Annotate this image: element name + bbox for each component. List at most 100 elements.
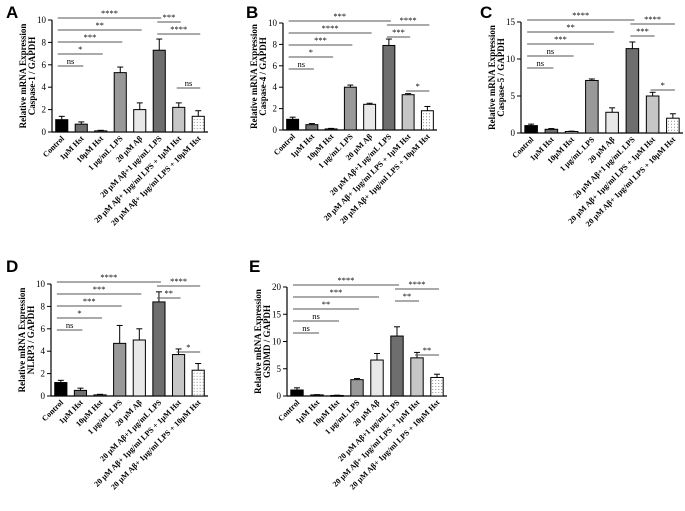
y-tick-label: 6 — [42, 60, 47, 70]
chart-panel-c: C Relative mRNA Expression Caspase-5 / GAP… — [480, 3, 683, 228]
bar — [152, 301, 166, 397]
bar-dot-texture — [199, 127, 201, 129]
y-tick-label: 8 — [42, 37, 47, 47]
significance-label: ns — [297, 59, 305, 69]
bar-dot-texture — [202, 121, 204, 123]
bar-dot-texture — [202, 390, 204, 392]
y-tick-label: 10 — [506, 54, 516, 64]
bar — [54, 382, 68, 397]
bar-dot-texture — [438, 389, 440, 390]
bar-dot-texture — [435, 389, 437, 390]
y-tick-label: 0 — [277, 391, 282, 401]
bar-dot-texture — [193, 384, 195, 386]
bar — [370, 359, 384, 397]
bar-dot-texture — [668, 120, 670, 122]
bar — [93, 394, 107, 397]
bar — [113, 72, 127, 133]
bar — [390, 335, 404, 397]
bar-dot-texture — [202, 378, 204, 380]
bar-dot-texture — [199, 384, 201, 386]
bar-dot-texture — [199, 378, 201, 380]
bar-dot-texture — [202, 387, 204, 389]
bar-dot-texture — [432, 383, 434, 384]
y-tick-label: 6 — [273, 61, 278, 71]
bar-dot-texture — [202, 124, 204, 126]
y-axis-label: Caspase-1 / GAPDH — [27, 37, 37, 116]
bar-dot-texture — [196, 393, 198, 395]
y-tick-label: 10 — [36, 279, 46, 289]
bar — [305, 124, 319, 131]
significance-label: **** — [338, 275, 355, 285]
bar-dot-texture — [199, 121, 201, 123]
bar-dot-texture — [196, 118, 198, 120]
bar — [73, 389, 88, 397]
significance-label: ns — [66, 320, 74, 330]
bar-dot-texture — [677, 120, 679, 122]
significance-label: ns — [67, 56, 75, 66]
bar — [152, 49, 166, 133]
bar-dot-texture — [432, 380, 434, 381]
significance-label: ** — [322, 299, 331, 309]
bar-dot-texture — [193, 127, 195, 129]
y-axis-label: GSDMD / GAPDH — [262, 305, 272, 378]
bar — [666, 117, 680, 134]
panel-letter: A — [6, 3, 18, 22]
y-tick-label: 10 — [272, 337, 282, 347]
bar-dot-texture — [193, 387, 195, 389]
significance-label: * — [186, 342, 190, 352]
significance-label: **** — [644, 14, 661, 24]
bar-dot-texture — [193, 381, 195, 383]
y-tick-label: 2 — [273, 104, 278, 114]
bar-dot-texture — [428, 128, 430, 130]
bar-dot-texture — [435, 392, 437, 393]
bar-dot-texture — [196, 124, 198, 126]
y-tick-label: 0 — [273, 125, 278, 135]
significance-label: **** — [170, 24, 187, 34]
significance-label: ** — [165, 288, 174, 298]
bar-dot-texture — [422, 119, 424, 121]
y-tick-label: 2 — [41, 369, 46, 379]
significance-label: **** — [101, 8, 118, 18]
bar-dot-texture — [674, 129, 676, 131]
bar-dot-texture — [193, 378, 195, 380]
y-tick-label: 10 — [37, 15, 47, 25]
bar — [605, 111, 619, 134]
bar-dot-texture — [441, 383, 443, 384]
y-tick-label: 0 — [42, 127, 47, 137]
bar-dot-texture — [441, 392, 443, 393]
bar-dot-texture — [193, 372, 195, 374]
bar — [524, 125, 538, 134]
significance-label: ** — [403, 291, 412, 301]
bar-dot-texture — [425, 113, 427, 115]
bar-dot-texture — [677, 123, 679, 125]
y-tick-label: 2 — [42, 105, 47, 115]
y-tick-label: 20 — [272, 282, 282, 292]
bar — [171, 354, 186, 397]
bar-dot-texture — [441, 389, 443, 390]
y-axis-label: Relative mRNA Expression — [253, 289, 263, 394]
bar — [350, 379, 364, 397]
significance-label: *** — [84, 32, 97, 42]
significance-label: **** — [409, 279, 426, 289]
bar-dot-texture — [432, 392, 434, 393]
bar-dot-texture — [199, 381, 201, 383]
bar-dot-texture — [435, 383, 437, 384]
bar — [113, 342, 127, 397]
bar-dot-texture — [202, 118, 204, 120]
bar-dot-texture — [671, 129, 673, 131]
y-tick-label: 6 — [41, 324, 46, 334]
bar-dot-texture — [199, 390, 201, 392]
significance-label: ns — [185, 78, 193, 88]
bar — [625, 48, 640, 134]
bar-dot-texture — [202, 384, 204, 386]
bar — [401, 94, 415, 131]
bar-dot-texture — [674, 126, 676, 128]
bar-dot-texture — [428, 125, 430, 127]
panel-letter: E — [249, 257, 260, 276]
bar-dot-texture — [199, 375, 201, 377]
bar-dot-texture — [422, 116, 424, 118]
bar-dot-texture — [441, 380, 443, 381]
bar — [564, 131, 579, 134]
bar — [94, 130, 108, 133]
bar-dot-texture — [668, 123, 670, 125]
